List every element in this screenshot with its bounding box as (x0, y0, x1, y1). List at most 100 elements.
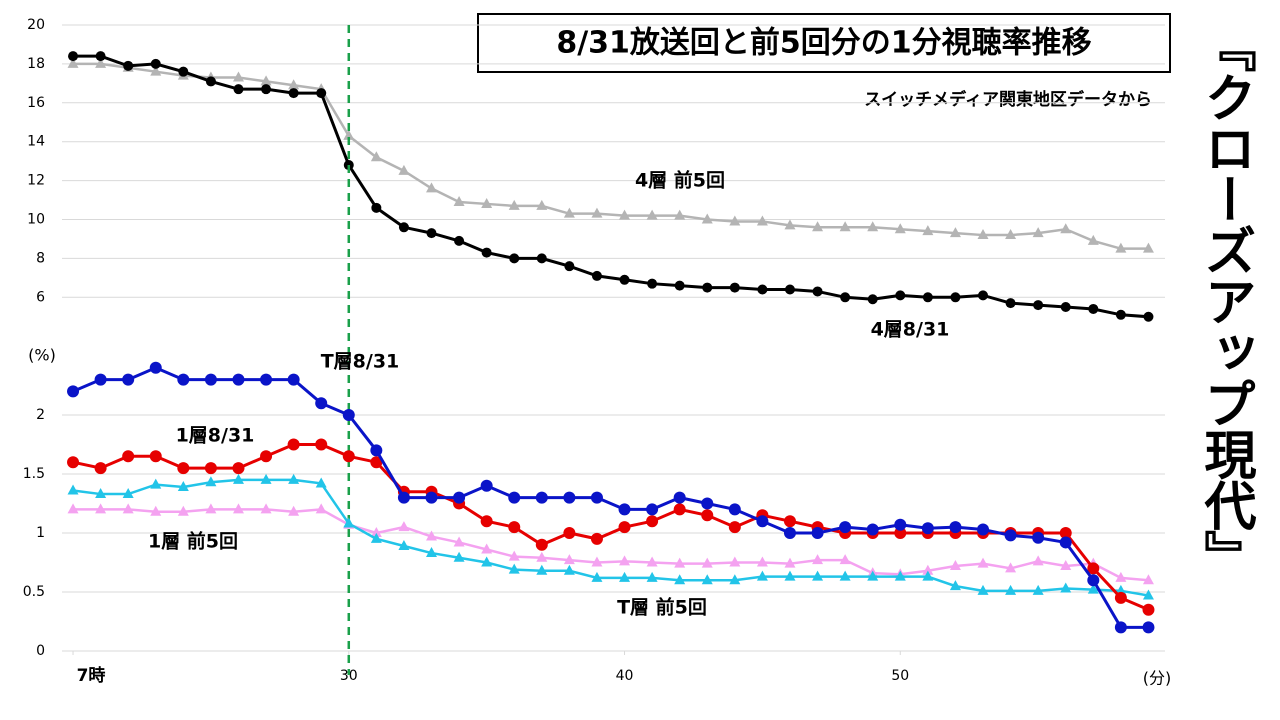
point (260, 473, 272, 484)
point (232, 462, 245, 475)
point (922, 225, 934, 236)
point (288, 473, 300, 484)
point (839, 221, 851, 232)
point (1060, 302, 1071, 313)
point (68, 51, 79, 62)
point (315, 503, 327, 514)
series-label: T層8/31 (321, 351, 400, 373)
point (563, 491, 576, 504)
point (481, 556, 493, 567)
point (232, 503, 244, 514)
point (370, 532, 382, 543)
point (453, 195, 465, 206)
point (1005, 298, 1016, 309)
point (177, 373, 190, 386)
point (729, 556, 741, 567)
point (894, 527, 907, 539)
point (1114, 621, 1127, 634)
point (398, 222, 409, 233)
point (122, 488, 134, 499)
point (95, 57, 107, 68)
series-label: 4層8/31 (871, 319, 950, 341)
point (591, 556, 603, 567)
point (536, 564, 548, 575)
point (646, 209, 658, 220)
point (95, 488, 107, 499)
point (1005, 584, 1017, 595)
x-tick-label: 30 (340, 668, 358, 684)
point (590, 532, 603, 545)
point (481, 543, 493, 554)
point (149, 361, 162, 374)
point (784, 219, 796, 230)
point (1060, 223, 1072, 234)
point (398, 521, 410, 532)
point (233, 84, 244, 95)
point (591, 207, 603, 218)
series-line (72, 366, 1149, 629)
point (316, 88, 327, 99)
point (453, 491, 466, 504)
point (783, 527, 796, 539)
point (1115, 584, 1127, 595)
point (701, 497, 714, 510)
point (288, 88, 299, 99)
point (122, 373, 135, 386)
point (839, 521, 852, 534)
point (673, 491, 686, 504)
point (94, 373, 107, 386)
point (508, 563, 520, 574)
y-tick-label: 10 (27, 212, 45, 228)
point (260, 75, 272, 86)
series-line (73, 508, 1149, 582)
y-tick-label: 20 (27, 17, 45, 33)
point (95, 51, 106, 62)
series-line (72, 443, 1150, 612)
point (315, 477, 327, 488)
point (812, 221, 824, 232)
point (646, 556, 658, 567)
y-tick-label: 2 (36, 407, 45, 423)
point (701, 557, 713, 568)
point (370, 456, 383, 469)
point (94, 462, 107, 475)
point (922, 292, 933, 303)
point (370, 444, 383, 457)
point (287, 438, 300, 451)
x-tick-label: 50 (891, 668, 909, 684)
point (508, 550, 520, 561)
point (618, 521, 631, 534)
point (150, 478, 162, 489)
point (177, 480, 189, 491)
point (756, 570, 768, 581)
point (150, 505, 162, 516)
point (178, 66, 189, 77)
series-label: 1層8/31 (176, 425, 255, 447)
point (756, 215, 768, 226)
point (729, 574, 741, 585)
point (150, 65, 162, 76)
point (205, 76, 216, 87)
point (1115, 242, 1127, 253)
y-tick-label: 12 (27, 173, 45, 189)
point (1032, 584, 1044, 595)
point (839, 554, 851, 565)
point (1087, 583, 1099, 594)
point (1059, 527, 1072, 539)
point (1143, 311, 1154, 322)
point (563, 554, 575, 565)
point (757, 284, 768, 295)
point (453, 536, 465, 547)
point (977, 229, 989, 240)
point (232, 473, 244, 484)
point (67, 456, 80, 469)
point (839, 570, 851, 581)
point (618, 503, 631, 516)
point (480, 479, 493, 492)
point (204, 462, 217, 475)
point (922, 570, 934, 581)
y-tick-label: 0 (36, 643, 45, 659)
point (315, 438, 328, 451)
point (701, 509, 714, 522)
point (1142, 242, 1154, 253)
